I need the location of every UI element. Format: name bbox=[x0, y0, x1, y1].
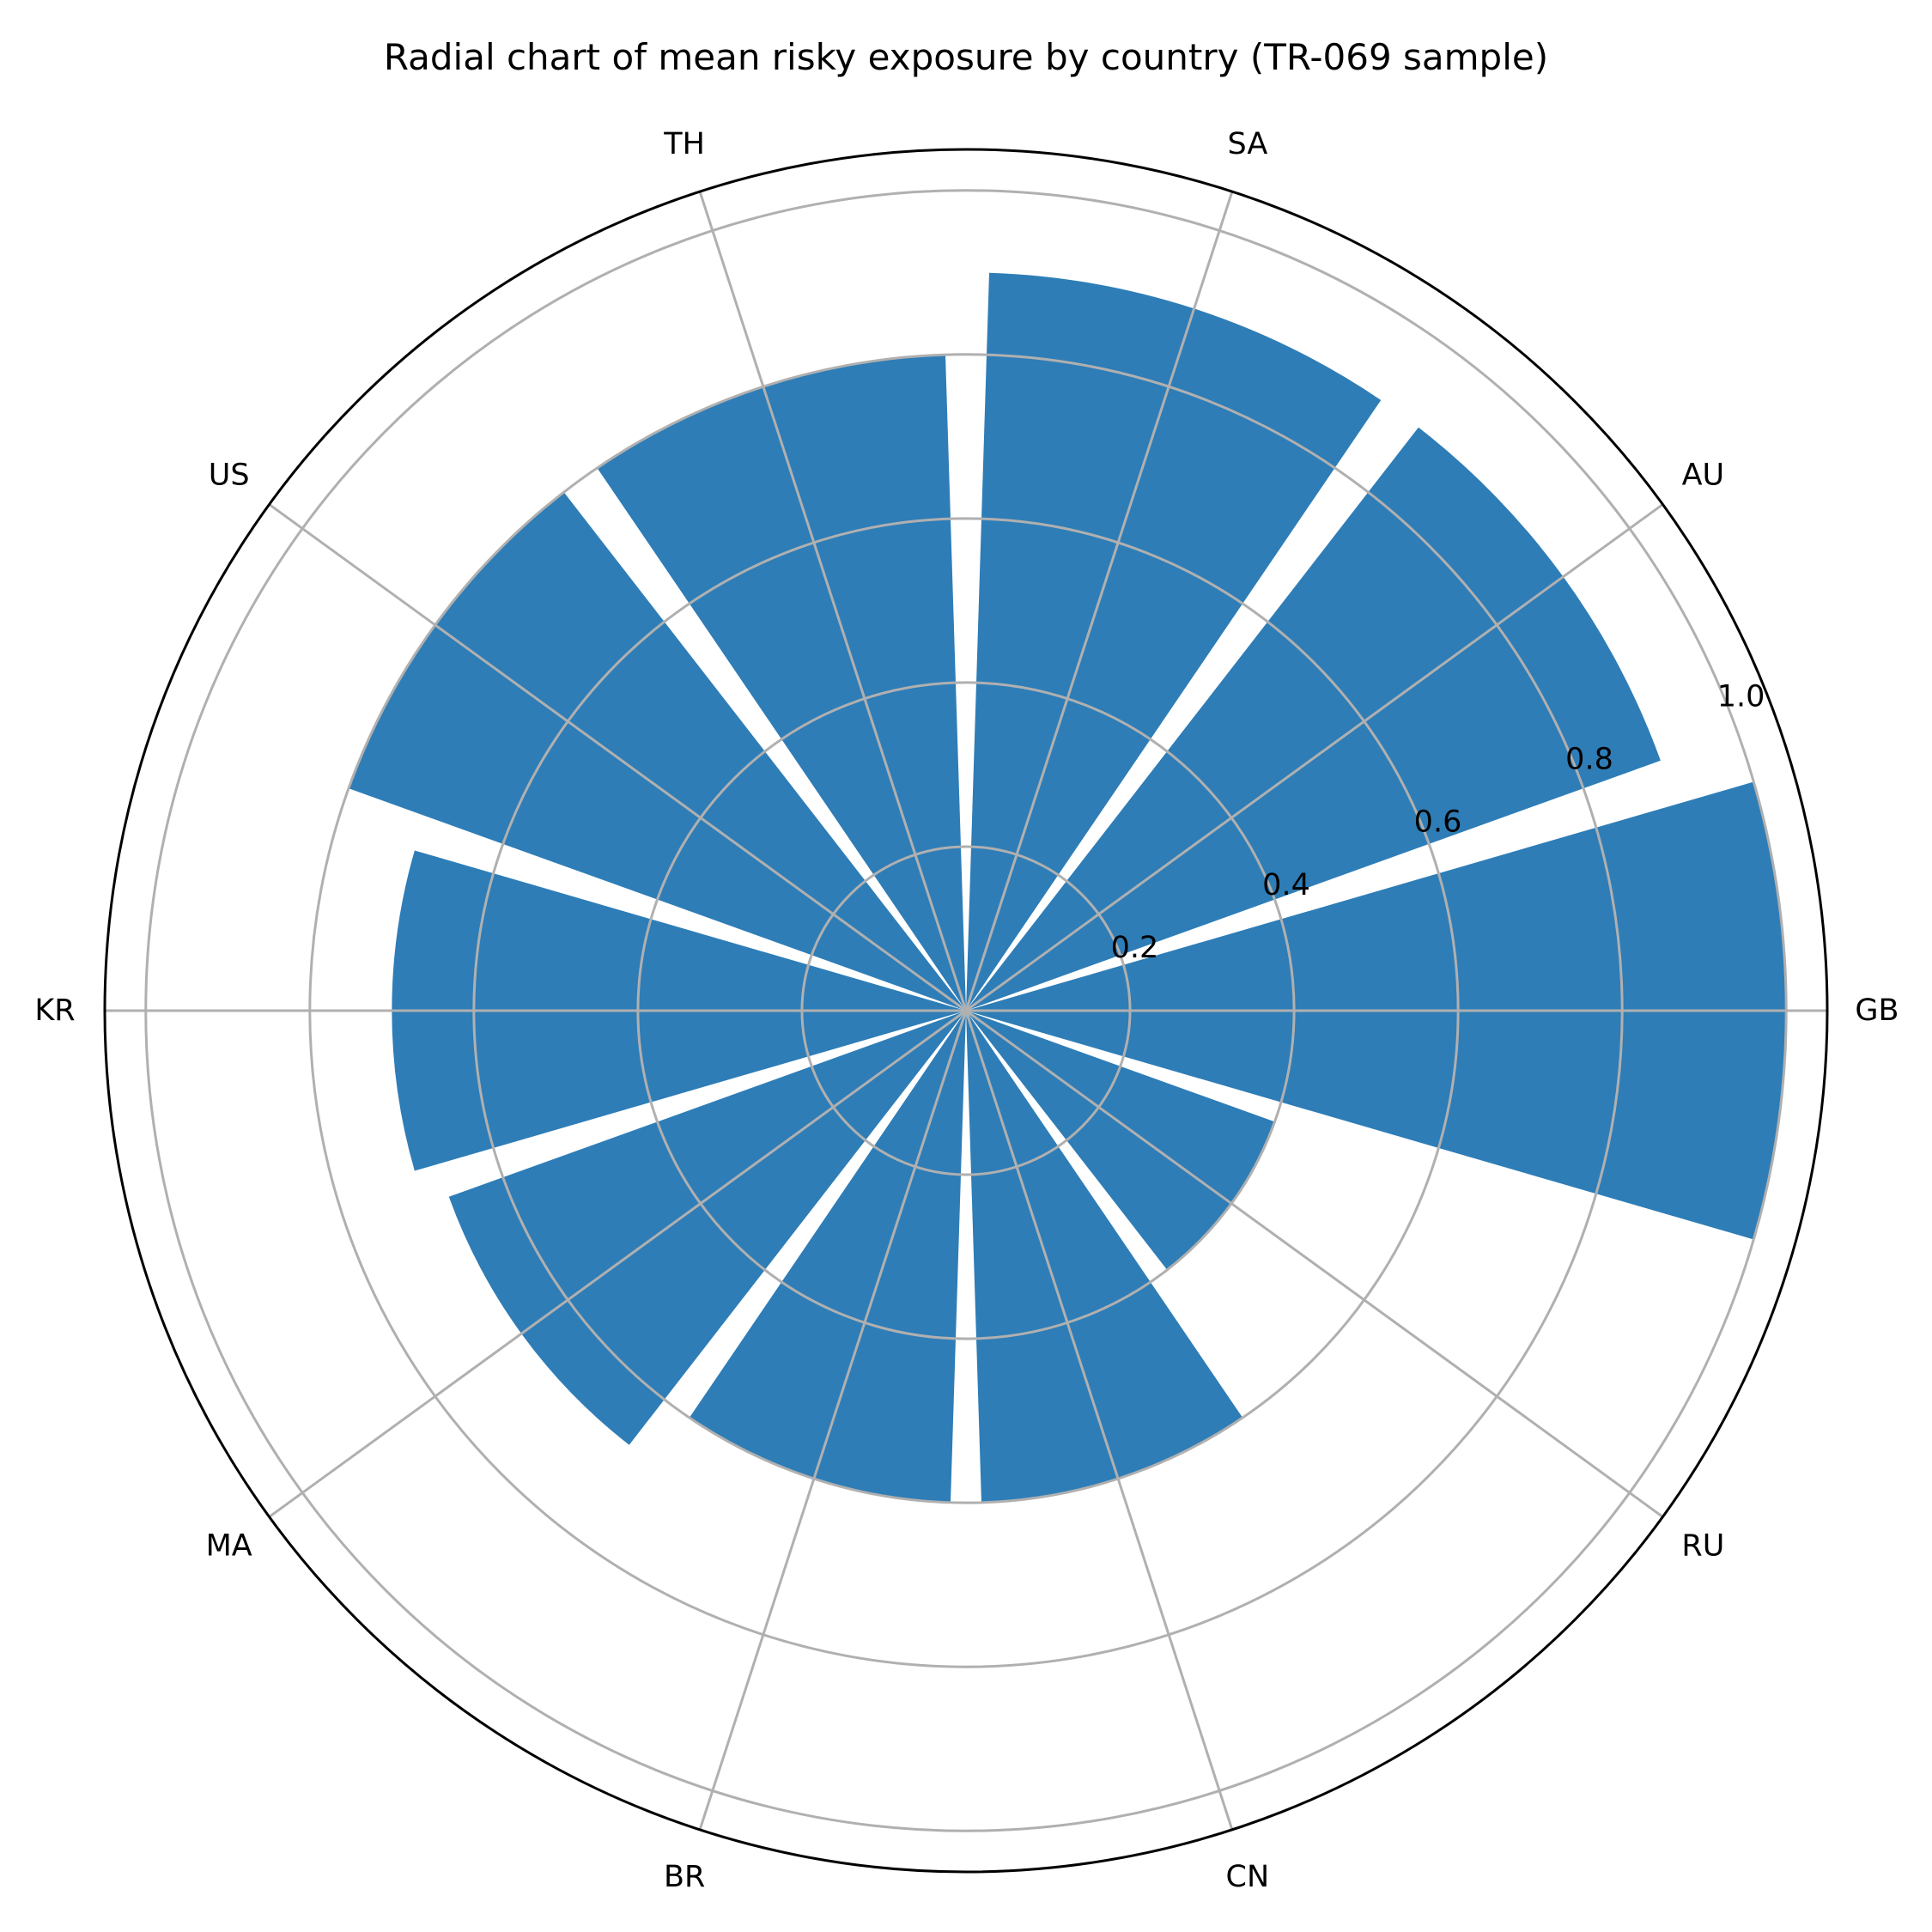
bar-br bbox=[689, 1011, 966, 1503]
category-label-ru: RU bbox=[1681, 1529, 1724, 1564]
outer-frame bbox=[103, 148, 1829, 1874]
bar-us bbox=[348, 492, 966, 1011]
r-tick-label-0-4: 0.4 bbox=[1262, 868, 1310, 902]
spoke-ma bbox=[268, 1009, 967, 1518]
grid-layer bbox=[105, 189, 1827, 1832]
category-label-au: AU bbox=[1682, 458, 1725, 492]
category-label-br: BR bbox=[664, 1860, 705, 1894]
category-label-th: TH bbox=[663, 127, 705, 161]
r-tick-label-0-6: 0.6 bbox=[1414, 805, 1462, 840]
category-label-cn: CN bbox=[1226, 1860, 1270, 1894]
category-label-us: US bbox=[209, 458, 250, 492]
category-label-ma: MA bbox=[206, 1529, 252, 1564]
spoke-br bbox=[698, 1010, 968, 1831]
spoke-th bbox=[698, 191, 968, 1012]
category-label-sa: SA bbox=[1227, 127, 1267, 161]
r-tick-label-1-0: 1.0 bbox=[1717, 679, 1765, 714]
bar-ru bbox=[966, 1011, 1275, 1270]
spoke-au bbox=[965, 503, 1664, 1012]
chart-title: Radial chart of mean risky exposure by c… bbox=[383, 36, 1549, 78]
bars-layer bbox=[348, 272, 1787, 1503]
labels-layer: GB AU SA TH US KR MA BR CN RU 0.2 0.4 0.6 0.8 1.0 bbox=[34, 127, 1899, 1894]
bar-cn bbox=[966, 1011, 1243, 1503]
r-tick-label-0-8: 0.8 bbox=[1565, 743, 1613, 777]
frame-layer bbox=[103, 148, 1829, 1874]
spoke-ru bbox=[965, 1009, 1664, 1518]
category-label-kr: KR bbox=[34, 993, 75, 1028]
bar-sa bbox=[966, 272, 1382, 1011]
spoke-cn bbox=[964, 1010, 1234, 1831]
bar-th bbox=[597, 355, 966, 1011]
r-tick-label-0-2: 0.2 bbox=[1111, 931, 1159, 965]
bar-ma bbox=[448, 1011, 966, 1445]
bar-au bbox=[966, 427, 1661, 1011]
category-label-gb: GB bbox=[1855, 993, 1899, 1028]
spoke-us bbox=[268, 503, 967, 1012]
spoke-sa bbox=[964, 191, 1234, 1012]
